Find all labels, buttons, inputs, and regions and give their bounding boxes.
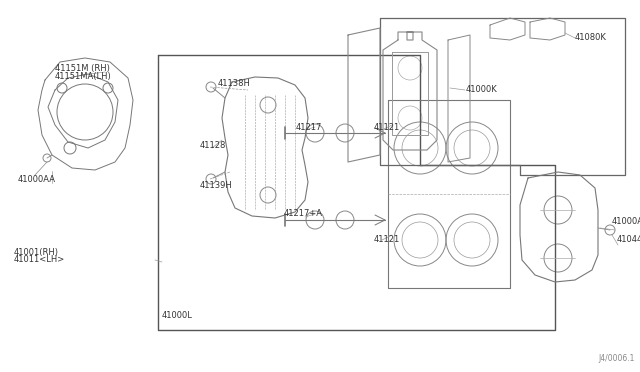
- Text: 41121: 41121: [374, 235, 400, 244]
- Text: 41044: 41044: [617, 235, 640, 244]
- Text: 41000AA: 41000AA: [18, 176, 56, 185]
- Text: 41151MA(LH): 41151MA(LH): [55, 71, 112, 80]
- Text: 41151M (RH): 41151M (RH): [55, 64, 110, 73]
- Text: 41000L: 41000L: [162, 311, 193, 321]
- Text: 41000K: 41000K: [466, 86, 498, 94]
- Text: 41080K: 41080K: [575, 33, 607, 42]
- Text: 41138H: 41138H: [218, 80, 251, 89]
- Text: 41121: 41121: [374, 122, 400, 131]
- Text: 41128: 41128: [200, 141, 227, 150]
- Text: J4/0006.1: J4/0006.1: [598, 354, 635, 363]
- Text: 41217+A: 41217+A: [284, 209, 323, 218]
- Text: 41001(RH): 41001(RH): [14, 247, 59, 257]
- Text: 41011<LH>: 41011<LH>: [14, 256, 65, 264]
- Text: 41000A: 41000A: [612, 218, 640, 227]
- Text: 41139H: 41139H: [200, 180, 233, 189]
- Text: 41217: 41217: [296, 122, 323, 131]
